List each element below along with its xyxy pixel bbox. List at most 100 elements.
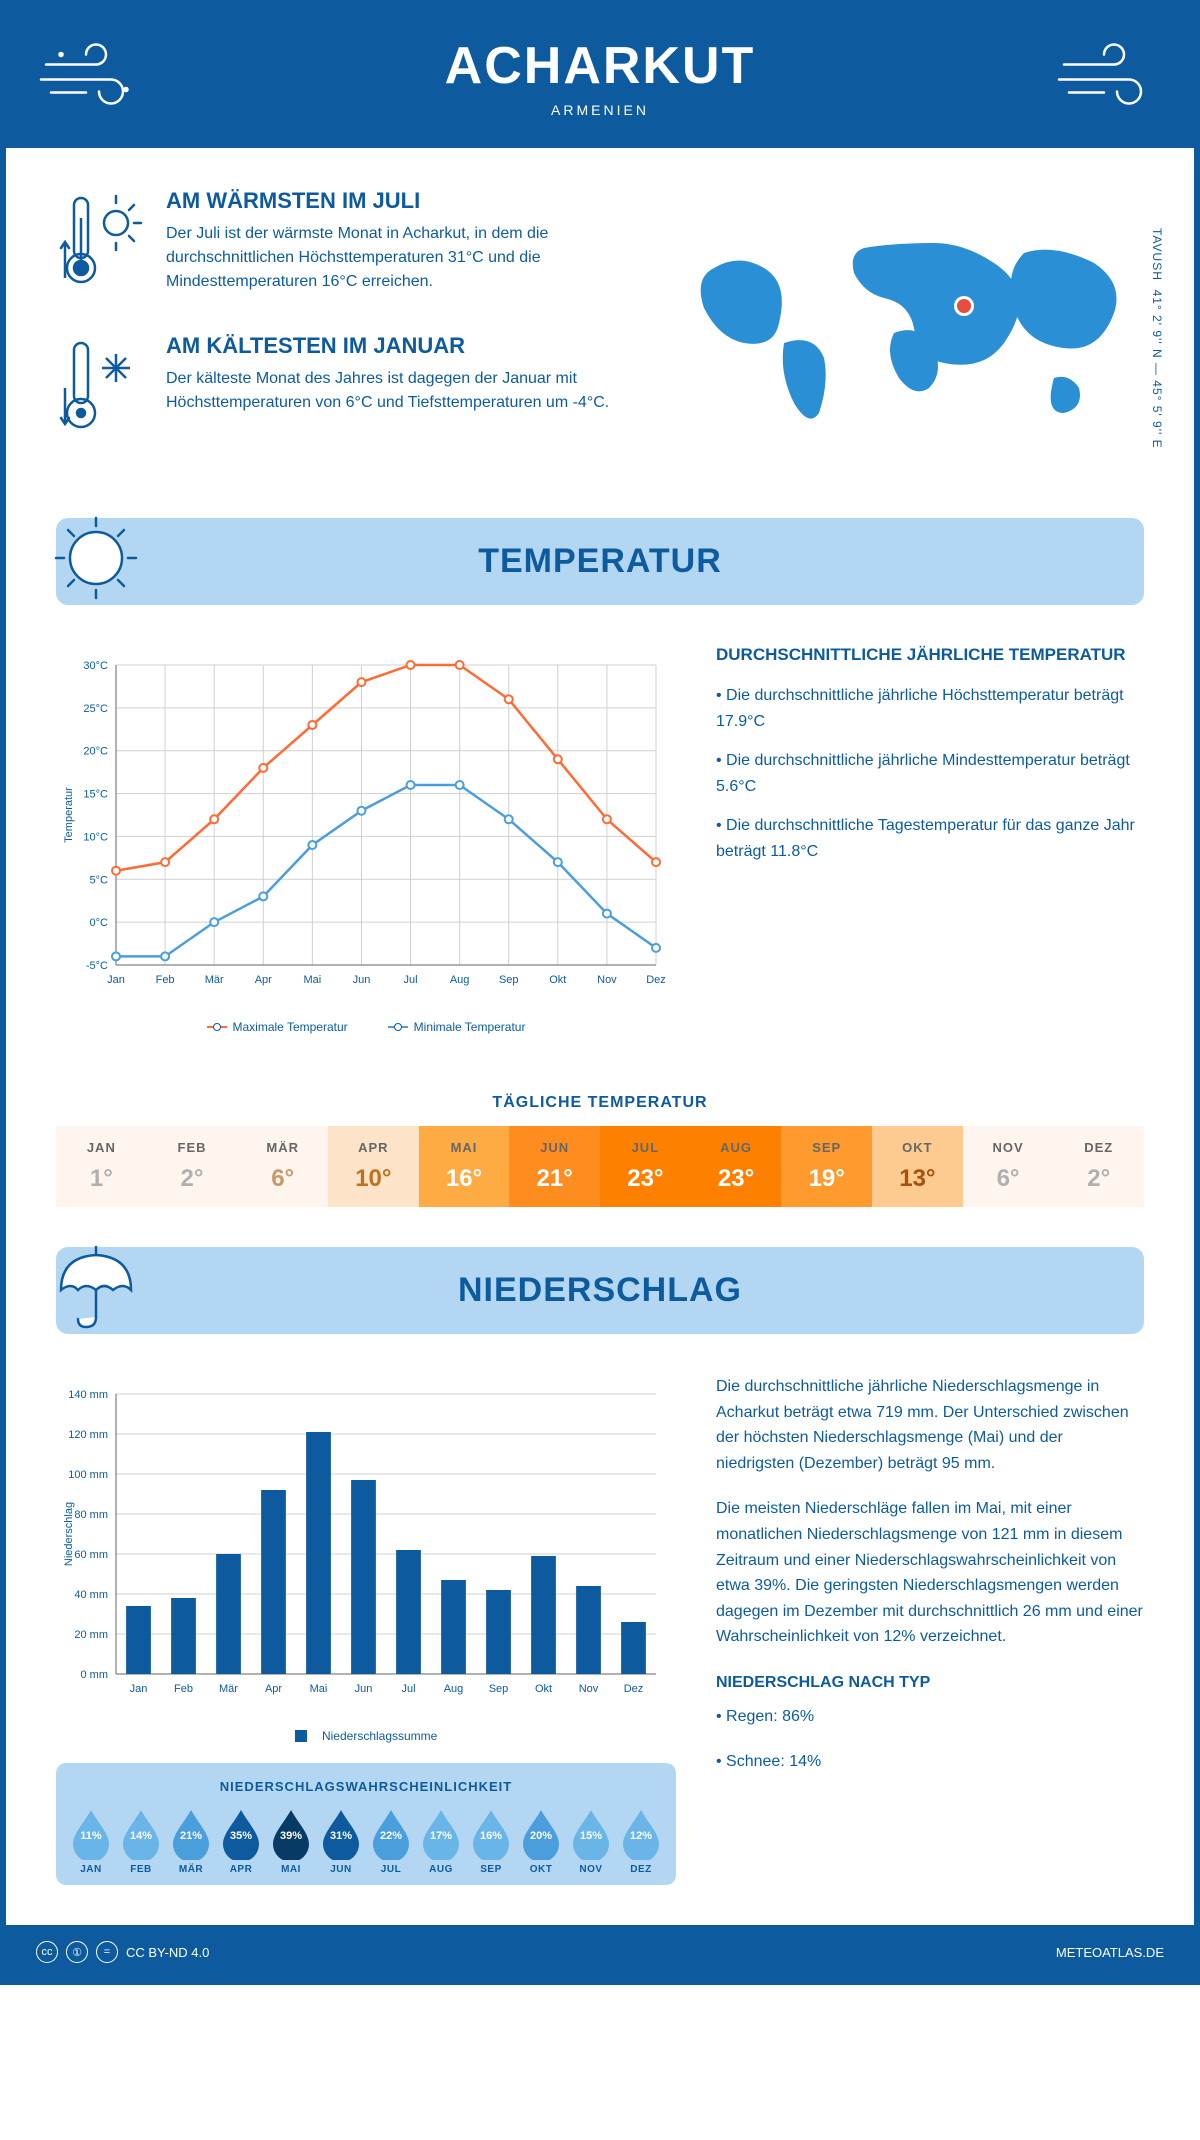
temp-info-2: • Die durchschnittliche jährliche Mindes… (716, 748, 1144, 799)
temperature-info: DURCHSCHNITTLICHE JÄHRLICHE TEMPERATUR •… (716, 645, 1144, 1034)
svg-text:5°C: 5°C (90, 874, 109, 886)
precip-chart: 0 mm20 mm40 mm60 mm80 mm100 mm120 mm140 … (56, 1374, 676, 1714)
probability-drop: 15%NOV (569, 1806, 613, 1875)
svg-text:Okt: Okt (535, 1683, 552, 1695)
nd-icon: = (96, 1941, 118, 1963)
svg-text:80 mm: 80 mm (74, 1509, 108, 1521)
precip-heading: NIEDERSCHLAG (86, 1271, 1114, 1310)
warmest-title: AM WÄRMSTEN IM JULI (166, 188, 624, 214)
sun-icon (46, 508, 146, 613)
svg-text:Nov: Nov (597, 974, 617, 986)
precip-info: Die durchschnittliche jährliche Niedersc… (716, 1374, 1144, 1885)
temperature-heading: TEMPERATUR (86, 542, 1114, 581)
svg-text:Sep: Sep (499, 974, 519, 986)
svg-text:Jan: Jan (130, 1683, 148, 1695)
svg-text:10°C: 10°C (83, 831, 108, 843)
daily-temp-title: TÄGLICHE TEMPERATUR (6, 1094, 1194, 1112)
license-block: cc ① = CC BY-ND 4.0 (36, 1941, 209, 1963)
precip-section: 0 mm20 mm40 mm60 mm80 mm100 mm120 mm140 … (6, 1334, 1194, 1925)
svg-text:40 mm: 40 mm (74, 1589, 108, 1601)
svg-text:100 mm: 100 mm (68, 1469, 108, 1481)
probability-drop: 12%DEZ (619, 1806, 663, 1875)
probability-drops: 11%JAN14%FEB21%MÄR35%APR39%MAI31%JUN22%J… (66, 1806, 666, 1875)
temp-info-title: DURCHSCHNITTLICHE JÄHRLICHE TEMPERATUR (716, 645, 1144, 665)
svg-text:Mai: Mai (310, 1683, 328, 1695)
license-text: CC BY-ND 4.0 (126, 1945, 209, 1960)
svg-text:25°C: 25°C (83, 703, 108, 715)
precip-text-1: Die durchschnittliche jährliche Niedersc… (716, 1374, 1144, 1476)
svg-text:Apr: Apr (255, 974, 272, 986)
svg-text:Apr: Apr (265, 1683, 282, 1695)
probability-drop: 16%SEP (469, 1806, 513, 1875)
svg-text:Sep: Sep (489, 1683, 509, 1695)
intro-text-column: AM WÄRMSTEN IM JULI Der Juli ist der wär… (56, 188, 624, 478)
precip-banner: NIEDERSCHLAG (56, 1247, 1144, 1334)
probability-drop: 31%JUN (319, 1806, 363, 1875)
svg-text:Okt: Okt (549, 974, 566, 986)
temp-info-3: • Die durchschnittliche Tagestemperatur … (716, 813, 1144, 864)
svg-text:Mär: Mär (219, 1683, 238, 1695)
warmest-text: Der Juli ist der wärmste Monat in Achark… (166, 222, 624, 294)
thermometer-sun-icon (56, 188, 146, 303)
wind-icon (36, 35, 146, 120)
coldest-block: AM KÄLTESTEN IM JANUAR Der kälteste Mona… (56, 333, 624, 448)
probability-title: NIEDERSCHLAGSWAHRSCHEINLICHKEIT (66, 1779, 666, 1794)
probability-drop: 20%OKT (519, 1806, 563, 1875)
svg-text:Jul: Jul (404, 974, 418, 986)
wind-icon (1054, 35, 1164, 120)
svg-text:120 mm: 120 mm (68, 1429, 108, 1441)
cc-icon: cc (36, 1941, 58, 1963)
daily-cell: MAI16° (419, 1126, 510, 1207)
probability-drop: 39%MAI (269, 1806, 313, 1875)
world-map-icon (664, 188, 1144, 468)
temperature-section: -5°C0°C5°C10°C15°C20°C25°C30°CJanFebMärA… (6, 605, 1194, 1074)
daily-cell: DEZ2° (1053, 1126, 1144, 1207)
warmest-block: AM WÄRMSTEN IM JULI Der Juli ist der wär… (56, 188, 624, 303)
svg-text:Temperatur: Temperatur (63, 787, 75, 843)
svg-text:Jun: Jun (353, 974, 371, 986)
precip-type-2: • Schnee: 14% (716, 1749, 1144, 1775)
umbrella-icon (46, 1237, 146, 1342)
map-column: TAVUSH 41° 2' 9'' N — 45° 5' 9'' E (664, 188, 1144, 478)
site-name: METEOATLAS.DE (1056, 1945, 1164, 1960)
thermometer-snow-icon (56, 333, 146, 448)
precip-legend: Niederschlagssumme (56, 1729, 676, 1743)
by-icon: ① (66, 1941, 88, 1963)
svg-text:Mär: Mär (205, 974, 224, 986)
svg-text:20 mm: 20 mm (74, 1629, 108, 1641)
temp-info-1: • Die durchschnittliche jährliche Höchst… (716, 683, 1144, 734)
svg-text:Jun: Jun (355, 1683, 373, 1695)
coldest-title: AM KÄLTESTEN IM JANUAR (166, 333, 624, 359)
daily-cell: NOV6° (963, 1126, 1054, 1207)
daily-cell: JAN1° (56, 1126, 147, 1207)
precip-left-column: 0 mm20 mm40 mm60 mm80 mm100 mm120 mm140 … (56, 1374, 676, 1885)
infographic-page: ACHARKUT ARMENIEN AM WÄRMSTEN IM JULI De… (0, 0, 1200, 1985)
svg-text:0°C: 0°C (90, 917, 109, 929)
svg-text:Feb: Feb (174, 1683, 193, 1695)
svg-text:Feb: Feb (156, 974, 175, 986)
probability-box: NIEDERSCHLAGSWAHRSCHEINLICHKEIT 11%JAN14… (56, 1763, 676, 1885)
svg-text:-5°C: -5°C (86, 960, 108, 972)
daily-cell: AUG23° (691, 1126, 782, 1207)
svg-text:Jul: Jul (401, 1683, 415, 1695)
daily-cell: FEB2° (147, 1126, 238, 1207)
daily-cell: SEP19° (781, 1126, 872, 1207)
probability-drop: 35%APR (219, 1806, 263, 1875)
svg-text:140 mm: 140 mm (68, 1389, 108, 1401)
probability-drop: 17%AUG (419, 1806, 463, 1875)
temperature-legend: Maximale Temperatur Minimale Temperatur (56, 1020, 676, 1034)
svg-text:Niederschlag: Niederschlag (63, 1502, 75, 1566)
intro-section: AM WÄRMSTEN IM JULI Der Juli ist der wär… (6, 148, 1194, 518)
daily-cell: OKT13° (872, 1126, 963, 1207)
footer: cc ① = CC BY-ND 4.0 METEOATLAS.DE (6, 1925, 1194, 1979)
svg-text:Mai: Mai (303, 974, 321, 986)
svg-text:30°C: 30°C (83, 660, 108, 672)
svg-text:Aug: Aug (450, 974, 470, 986)
probability-drop: 11%JAN (69, 1806, 113, 1875)
svg-text:Nov: Nov (579, 1683, 599, 1695)
probability-drop: 14%FEB (119, 1806, 163, 1875)
svg-text:20°C: 20°C (83, 746, 108, 758)
svg-text:Dez: Dez (646, 974, 666, 986)
daily-cell: APR10° (328, 1126, 419, 1207)
temperature-chart: -5°C0°C5°C10°C15°C20°C25°C30°CJanFebMärA… (56, 645, 676, 1034)
